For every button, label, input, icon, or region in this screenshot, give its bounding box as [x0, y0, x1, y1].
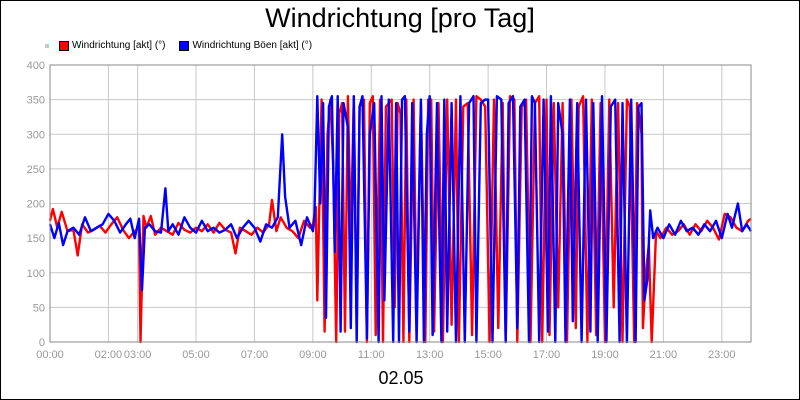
y-tick-label: 50: [33, 302, 45, 314]
y-tick-label: 0: [39, 337, 45, 349]
x-tick-label: 13:00: [416, 349, 444, 361]
x-tick-label: 15:00: [474, 349, 502, 361]
legend-marker-icon: [45, 43, 49, 48]
legend-label-windrichtung: Windrichtung [akt] (°): [72, 40, 166, 51]
y-tick-label: 250: [27, 164, 45, 176]
series-line-boeen: [48, 95, 753, 344]
legend: Windrichtung [akt] (°) Windrichtung Böen…: [45, 40, 326, 51]
y-tick-label: 400: [27, 60, 45, 72]
legend-item-windrichtung: Windrichtung [akt] (°): [59, 40, 165, 51]
y-tick-label: 150: [27, 233, 45, 245]
x-tick-label: 09:00: [299, 349, 327, 361]
x-tick-label: 03:00: [124, 349, 152, 361]
y-tick-label: 300: [27, 129, 45, 141]
x-tick-label: 11:00: [358, 349, 385, 361]
x-axis-date-label: 02.05: [378, 368, 424, 388]
x-tick-label: 05:00: [182, 349, 210, 361]
y-tick-label: 200: [27, 199, 45, 211]
plot-border: [49, 64, 752, 343]
x-tick-label: 07:00: [241, 349, 269, 361]
x-tick-label: 19:00: [591, 349, 619, 361]
legend-swatch-red: [59, 40, 69, 51]
series-line-windrichtung: [48, 95, 752, 344]
legend-swatch-blue: [179, 40, 190, 51]
legend-item-boeen: Windrichtung Böen [akt] (°): [179, 40, 312, 51]
legend-label-boeen: Windrichtung Böen [akt] (°): [192, 40, 313, 51]
y-tick-label: 350: [27, 95, 45, 107]
x-tick-label: 23:00: [708, 349, 736, 361]
x-tick-label: 17:00: [533, 349, 561, 361]
x-tick-label: 02:00: [95, 349, 123, 361]
x-tick-label: 00:00: [36, 349, 64, 361]
x-tick-label: 21:00: [650, 349, 678, 361]
y-tick-label: 100: [27, 268, 45, 280]
chart-title: Windrichtung [pro Tag]: [265, 3, 535, 33]
